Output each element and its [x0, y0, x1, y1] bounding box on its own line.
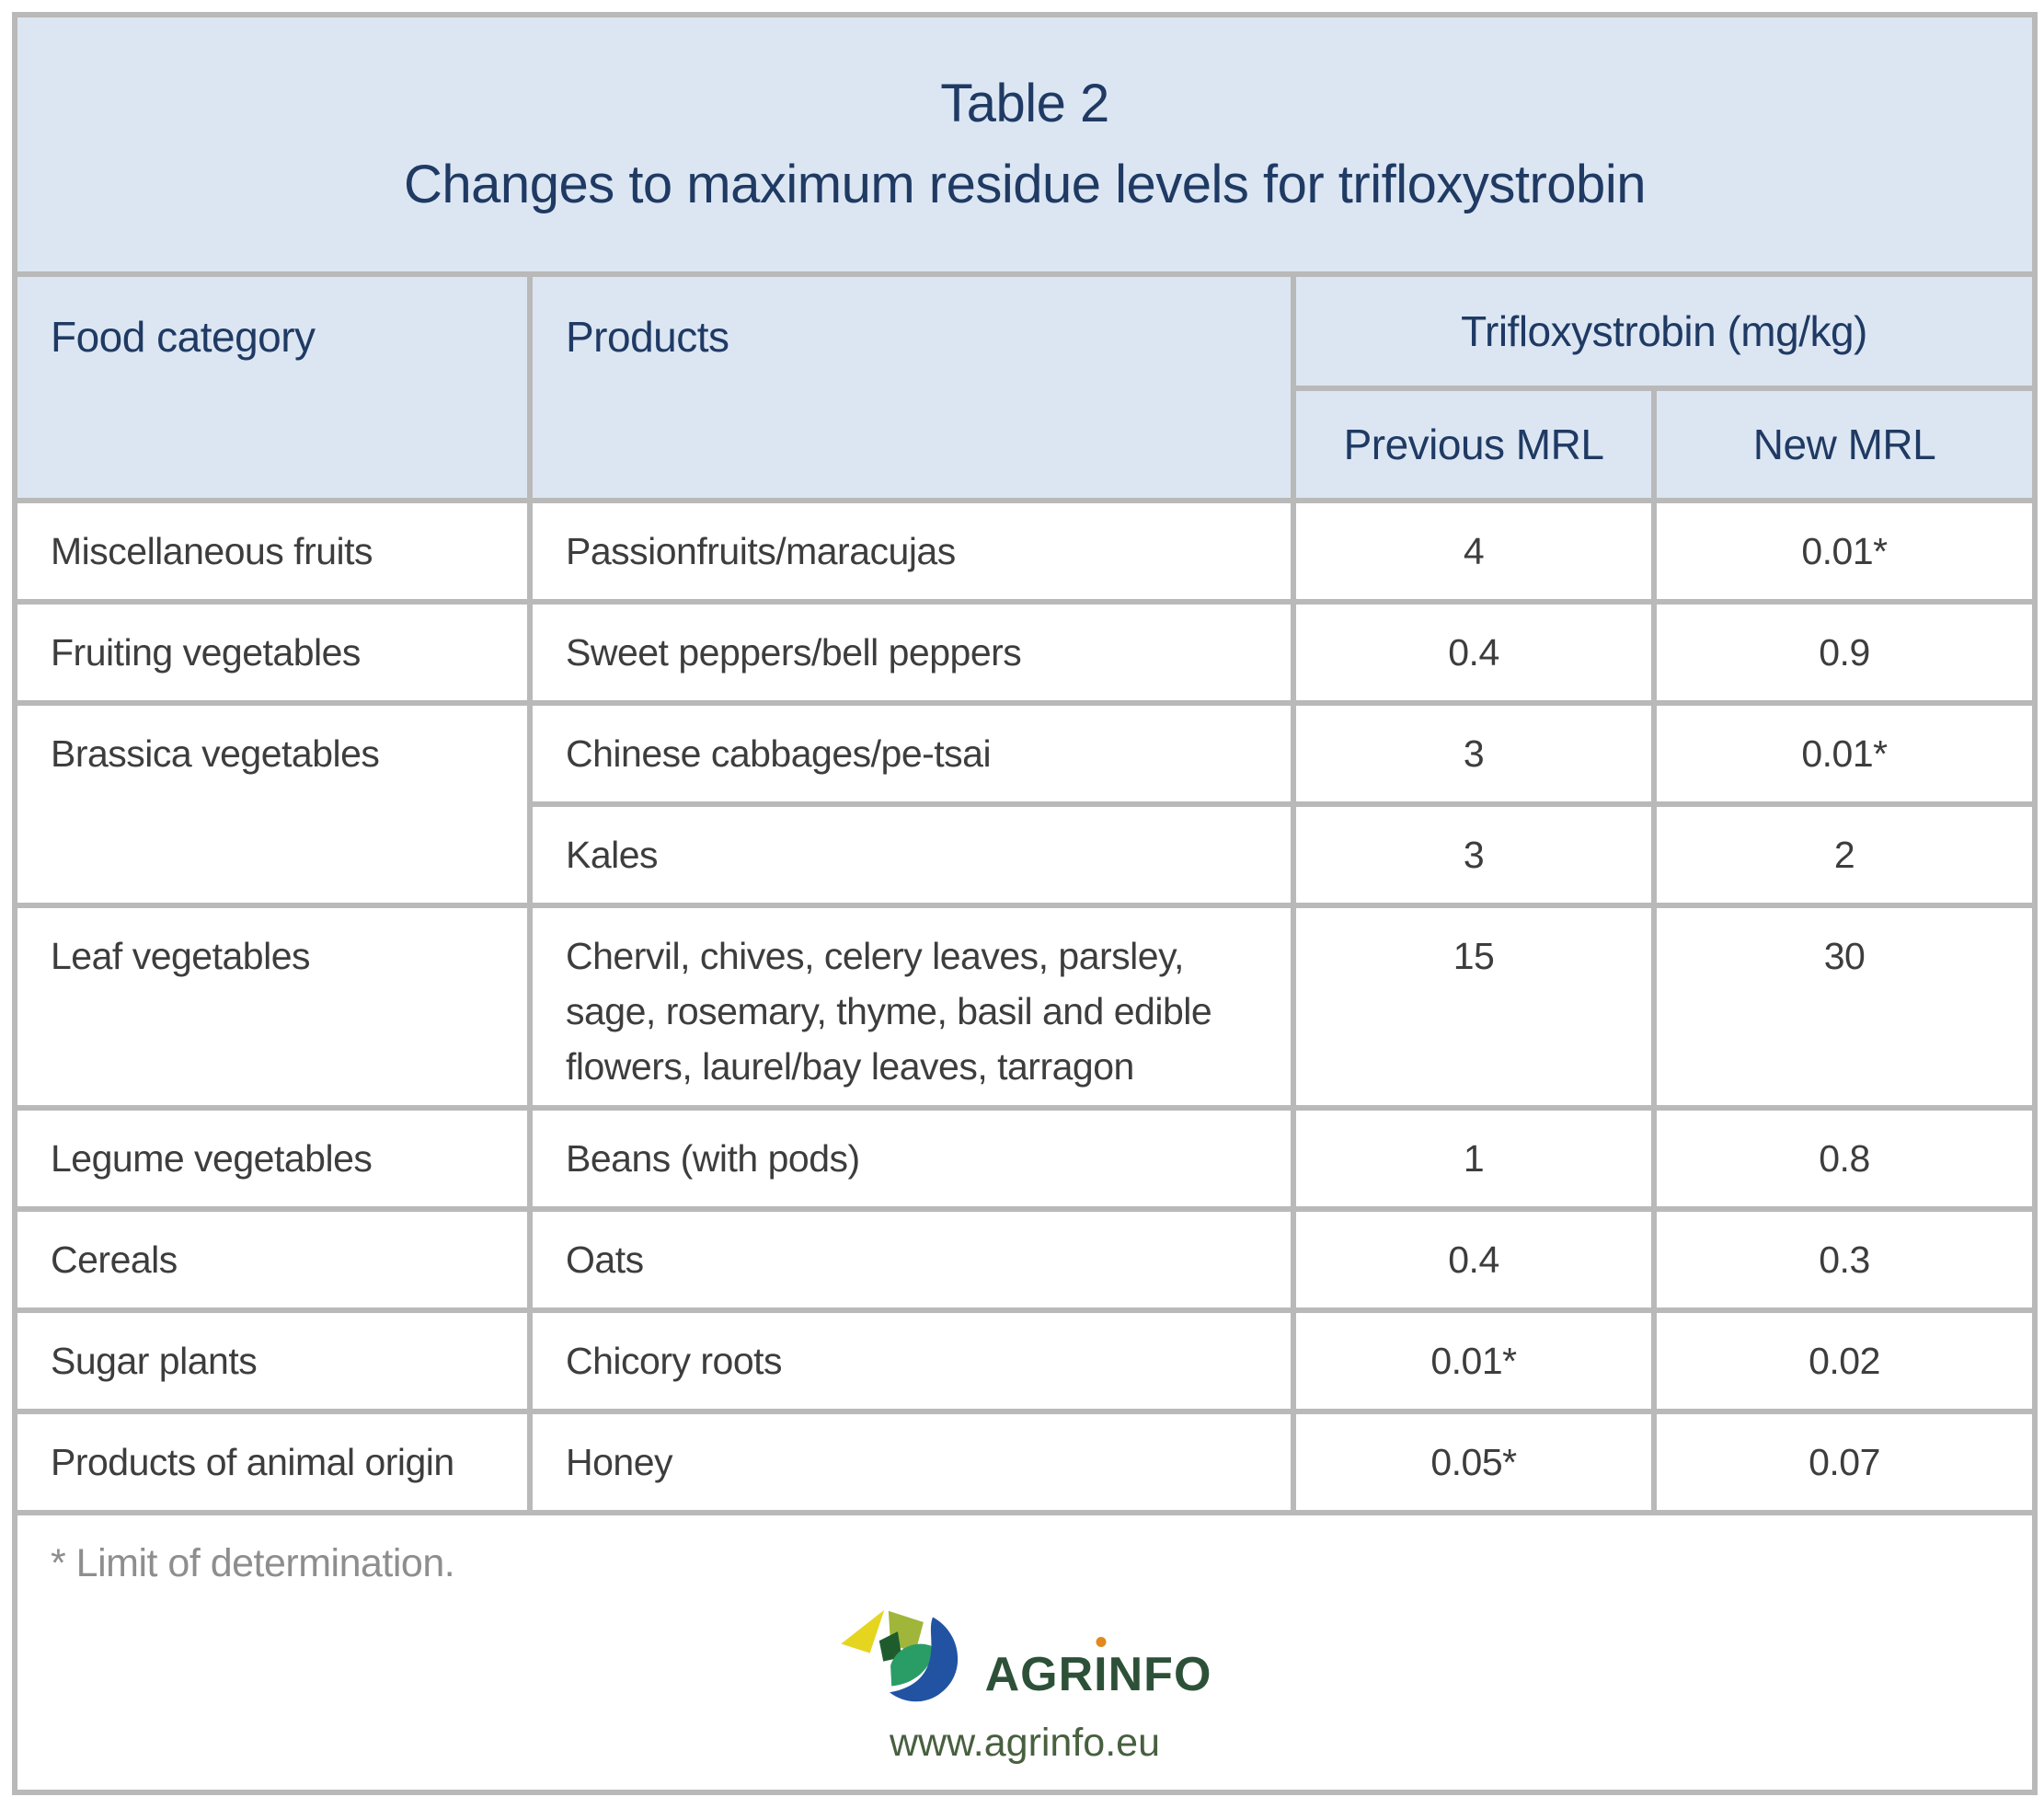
- agrinfo-leaf-icon: [840, 1609, 958, 1702]
- table-row: Legume vegetables Beans (with pods) 1 0.…: [12, 1105, 2038, 1212]
- cell-new-mrl: 30: [1651, 903, 2038, 1111]
- cell-products: Chicory roots: [527, 1307, 1296, 1414]
- mrl-table: Table 2 Changes to maximum residue level…: [12, 12, 2038, 1795]
- cell-previous-mrl: 1: [1291, 1105, 1657, 1212]
- cell-new-mrl: 0.9: [1651, 599, 2038, 706]
- cell-products: Sweet peppers/bell peppers: [527, 599, 1296, 706]
- footnote: * Limit of determination.: [51, 1541, 455, 1585]
- cell-new-mrl: 2: [1651, 801, 2038, 908]
- cell-previous-mrl: 3: [1291, 700, 1657, 807]
- table-row: Cereals Oats 0.4 0.3: [12, 1206, 2038, 1313]
- cell-food-category: Fruiting vegetables: [12, 599, 533, 706]
- table-row: Products of animal origin Honey 0.05* 0.…: [12, 1409, 2038, 1515]
- table-row: Miscellaneous fruits Passionfruits/marac…: [12, 498, 2038, 605]
- cell-new-mrl: 0.01*: [1651, 498, 2038, 605]
- cell-products: Beans (with pods): [527, 1105, 1296, 1212]
- footer-row: * Limit of determination. AGRINFO: [12, 1510, 2038, 1795]
- logo-text-pre: AGR: [984, 1648, 1095, 1701]
- cell-food-category: Cereals: [12, 1206, 533, 1313]
- cell-products: Kales: [527, 801, 1296, 908]
- agrinfo-logo-text: AGRINFO: [985, 1651, 1212, 1708]
- cell-new-mrl: 0.8: [1651, 1105, 2038, 1212]
- column-header-row: Food category Products Trifloxystrobin (…: [12, 271, 2038, 503]
- col-header-previous-mrl: Previous MRL: [1291, 386, 1657, 503]
- cell-food-category: Legume vegetables: [12, 1105, 533, 1212]
- cell-food-category: Sugar plants: [12, 1307, 533, 1414]
- cell-products: Chinese cabbages/pe-tsai: [527, 700, 1296, 807]
- col-header-new-mrl: New MRL: [1651, 386, 2038, 503]
- table-title-cell: Table 2 Changes to maximum residue level…: [12, 12, 2038, 277]
- cell-food-category: Brassica vegetables: [12, 700, 533, 908]
- sub-header-row: Previous MRL New MRL: [15, 386, 2038, 503]
- table-number: Table 2: [940, 74, 1109, 133]
- cell-food-category: Miscellaneous fruits: [12, 498, 533, 605]
- cell-products: Oats: [527, 1206, 1296, 1313]
- table-row: Kales 3 2: [15, 801, 2038, 908]
- cell-previous-mrl: 0.05*: [1291, 1409, 1657, 1515]
- cell-products: Honey: [527, 1409, 1296, 1515]
- cell-previous-mrl: 15: [1291, 903, 1657, 1111]
- table-row: Fruiting vegetables Sweet peppers/bell p…: [12, 599, 2038, 706]
- col-header-products: Products: [527, 271, 1296, 503]
- agrinfo-url[interactable]: www.agrinfo.eu: [890, 1721, 1160, 1765]
- cell-previous-mrl: 0.4: [1291, 1206, 1657, 1313]
- table-title-row: Table 2 Changes to maximum residue level…: [12, 12, 2038, 277]
- table-row: Sugar plants Chicory roots 0.01* 0.02: [12, 1307, 2038, 1414]
- cell-products: Chervil, chives, celery leaves, parsley,…: [527, 903, 1296, 1111]
- footer-cell: * Limit of determination. AGRINFO: [12, 1510, 2038, 1795]
- table-row: Brassica vegetables Chinese cabbages/pe-…: [12, 700, 2038, 908]
- cell-food-category: Leaf vegetables: [12, 903, 533, 1111]
- cell-new-mrl: 0.02: [1651, 1307, 2038, 1414]
- cell-products: Passionfruits/maracujas: [527, 498, 1296, 605]
- cell-previous-mrl: 4: [1291, 498, 1657, 605]
- agrinfo-logo-row: AGRINFO: [838, 1605, 1212, 1708]
- table-row: Leaf vegetables Chervil, chives, celery …: [12, 903, 2038, 1111]
- agrinfo-logo: AGRINFO www.agrinfo.eu: [51, 1605, 1999, 1766]
- cell-new-mrl: 0.3: [1651, 1206, 2038, 1313]
- col-header-trifloxystrobin: Trifloxystrobin (mg/kg): [1291, 271, 2038, 391]
- cell-food-category: Products of animal origin: [12, 1409, 533, 1515]
- col-header-food-category: Food category: [12, 271, 533, 503]
- cell-previous-mrl: 0.4: [1291, 599, 1657, 706]
- cell-new-mrl: 0.07: [1651, 1409, 2038, 1515]
- logo-text-i: I: [1094, 1648, 1108, 1701]
- cell-new-mrl: 0.01*: [1651, 700, 2038, 807]
- logo-text-post: NFO: [1108, 1648, 1212, 1701]
- cell-previous-mrl: 3: [1291, 801, 1657, 908]
- page-title: Changes to maximum residue levels for tr…: [404, 155, 1646, 214]
- cell-previous-mrl: 0.01*: [1291, 1307, 1657, 1414]
